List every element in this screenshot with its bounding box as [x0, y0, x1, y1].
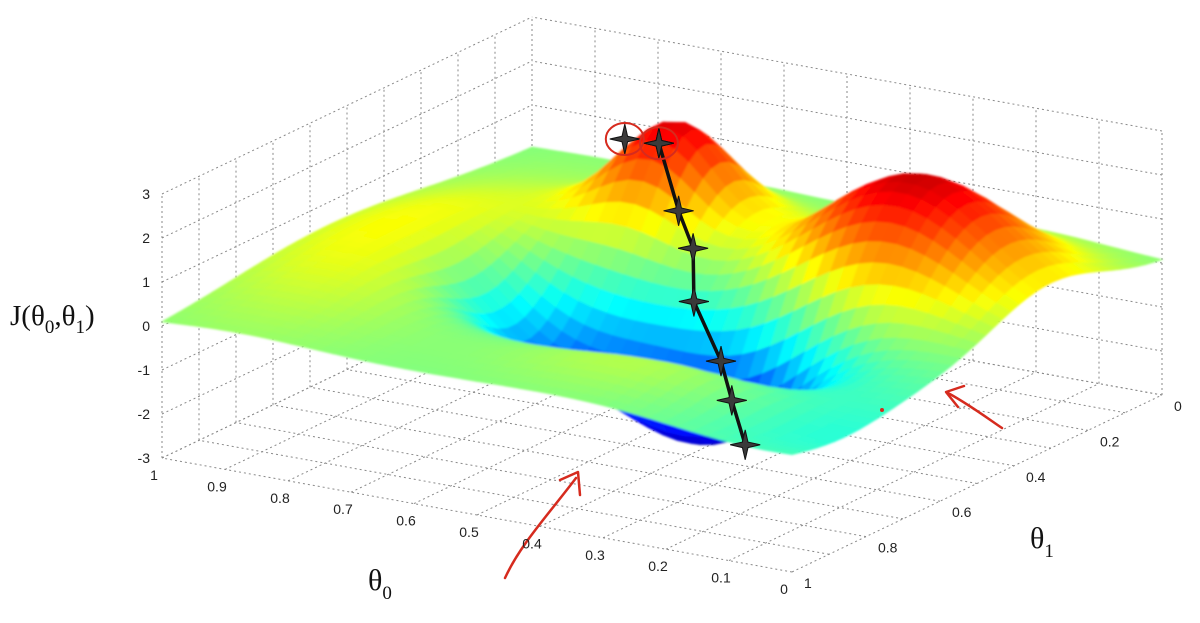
side-wall-gridline: [161, 60, 533, 239]
x-tick-label: 0: [780, 581, 788, 597]
back-wall-gridline: [531, 104, 1163, 220]
z-tick-label: -1: [138, 362, 151, 378]
x-tick-label: 0.2: [648, 558, 668, 574]
red-arrowhead-minimum: [558, 470, 582, 497]
z-tick-label: -3: [138, 450, 151, 466]
red-circle-annotation: [638, 126, 679, 161]
x-tick-label: 0.9: [207, 478, 227, 494]
circled-star-marker: [609, 123, 640, 155]
descent-step-marker: [705, 345, 737, 377]
x-tick-label: 0.8: [270, 490, 290, 506]
x-axis-label: θ0: [368, 564, 392, 604]
gradient-descent-path: [643, 128, 761, 460]
x-tick-label: 0.3: [585, 547, 605, 563]
cost-surface: [160, 121, 1164, 456]
z-tick-label: 2: [142, 230, 150, 246]
back-wall-gridline: [531, 16, 1163, 132]
floor-gridline: [272, 404, 904, 520]
descent-step-marker: [716, 385, 747, 416]
annotations: [503, 122, 1004, 580]
descent-step-marker: [730, 429, 761, 460]
back-wall-gridline: [531, 60, 1163, 176]
x-tick-label: 0.4: [522, 535, 542, 551]
y-tick-label: 0.4: [1026, 469, 1046, 485]
red-arrow-local-minimum: [946, 391, 1004, 430]
descent-step-marker: [678, 286, 710, 317]
red-arrowhead-local-minimum: [944, 384, 966, 409]
floor-gridline: [309, 386, 941, 502]
y-tick-label: 1: [804, 575, 812, 591]
y-axis-label: θ1: [1030, 522, 1054, 562]
descent-step-marker: [677, 233, 709, 264]
z-axis-label: J(θ0,θ1): [10, 300, 95, 338]
y-tick-label: 0.8: [878, 540, 898, 556]
floor-gridline: [728, 383, 1100, 562]
red-dot: [880, 408, 884, 412]
tick-labels: 1 0.9 0.8 0.7 0.6 0.5 0.4 0.3 0.2 0.1 0 0 0.2 0.4 0.6 0…: [138, 186, 1182, 597]
side-wall-gridline: [161, 16, 533, 195]
z-tick-label: 1: [142, 274, 150, 290]
z-tick-label: -2: [138, 406, 151, 422]
y-tick-label: 0.6: [952, 504, 972, 520]
floor-gridline: [235, 422, 867, 538]
side-wall-gridline: [161, 104, 533, 283]
x-tick-label: 1: [150, 467, 158, 483]
red-circle-annotation: [604, 122, 645, 157]
floor-gridline: [198, 439, 830, 555]
red-arrow-minimum: [503, 476, 578, 580]
z-tick-label: 0: [142, 318, 150, 334]
y-tick-label: 0.2: [1100, 433, 1120, 449]
descent-step-marker: [663, 195, 694, 226]
floor-gridline: [161, 457, 793, 573]
floor-gridline: [665, 371, 1037, 550]
y-tick-label: 0: [1174, 398, 1182, 414]
circled-star-marker: [643, 128, 675, 159]
x-tick-label: 0.6: [396, 513, 416, 529]
z-tick-label: 3: [142, 186, 150, 202]
x-tick-label: 0.1: [711, 570, 731, 586]
x-tick-label: 0.7: [333, 501, 353, 517]
surface-patch: [777, 449, 801, 456]
x-tick-label: 0.5: [459, 524, 479, 540]
